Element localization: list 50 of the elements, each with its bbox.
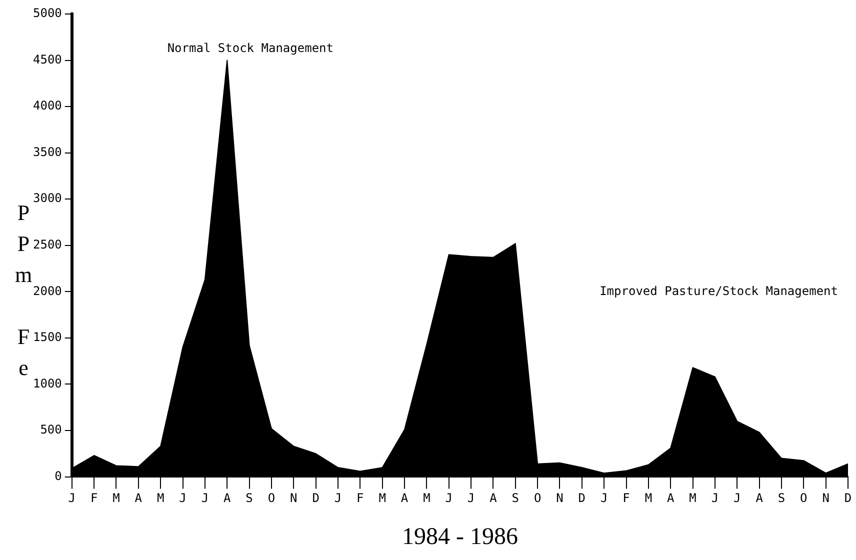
x-tick-label: J	[68, 491, 76, 506]
x-tick-label: J	[734, 491, 741, 506]
x-tick-label: J	[179, 491, 186, 506]
x-tick-label: O	[534, 491, 542, 506]
x-tick-label: M	[378, 491, 386, 506]
x-tick-label: N	[290, 491, 298, 506]
x-tick-label: A	[666, 491, 675, 506]
x-tick-label: F	[622, 491, 630, 506]
y-tick-label: 2500	[32, 238, 62, 252]
x-tick-label: S	[512, 491, 519, 506]
y-tick-label: 3000	[32, 191, 62, 206]
x-tick-label: J	[201, 491, 209, 506]
annotation: Normal Stock Management	[167, 41, 334, 56]
x-tick-label: M	[423, 491, 430, 506]
x-tick-label: N	[556, 491, 564, 506]
x-tick-label: S	[246, 491, 253, 506]
x-tick-label: J	[711, 491, 719, 506]
x-tick-label: A	[134, 491, 143, 506]
x-tick-label: N	[822, 491, 830, 506]
x-tick-label: F	[90, 491, 98, 506]
x-tick-label: M	[156, 491, 164, 506]
x-tick-label: D	[578, 491, 586, 506]
x-axis-title: 1984 - 1986	[402, 524, 518, 550]
x-tick-label: A	[224, 491, 232, 506]
y-tick-label: 3500	[32, 144, 62, 159]
x-tick-label: J	[600, 491, 608, 506]
x-tick-label: A	[400, 491, 409, 506]
x-tick-label: O	[268, 491, 276, 506]
y-tick-label: 2000	[32, 284, 62, 298]
x-tick-label: J	[445, 491, 452, 506]
x-tick-label: J	[467, 491, 475, 506]
x-tick-label: A	[756, 491, 764, 506]
y-tick-label: 5000	[32, 6, 62, 20]
y-tick-label: 4000	[32, 98, 62, 113]
x-tick-label: A	[490, 491, 498, 506]
x-tick-label: S	[778, 491, 786, 506]
x-tick-label: D	[844, 491, 852, 506]
y-tick-label: 500	[40, 422, 62, 437]
x-tick-label: O	[800, 491, 808, 506]
y-tick-label: 1000	[32, 376, 62, 390]
x-tick-label: M	[112, 491, 120, 506]
y-tick-label: 1500	[32, 330, 62, 344]
y-tick-label: 0	[54, 468, 62, 483]
x-tick-label: J	[334, 491, 342, 506]
x-tick-label: M	[689, 491, 696, 506]
x-tick-label: D	[312, 491, 320, 506]
y-tick-label: 4500	[32, 52, 62, 66]
annotation: Improved Pasture/Stock Management	[600, 284, 838, 298]
x-tick-label: M	[644, 491, 652, 506]
x-tick-label: F	[356, 491, 364, 506]
